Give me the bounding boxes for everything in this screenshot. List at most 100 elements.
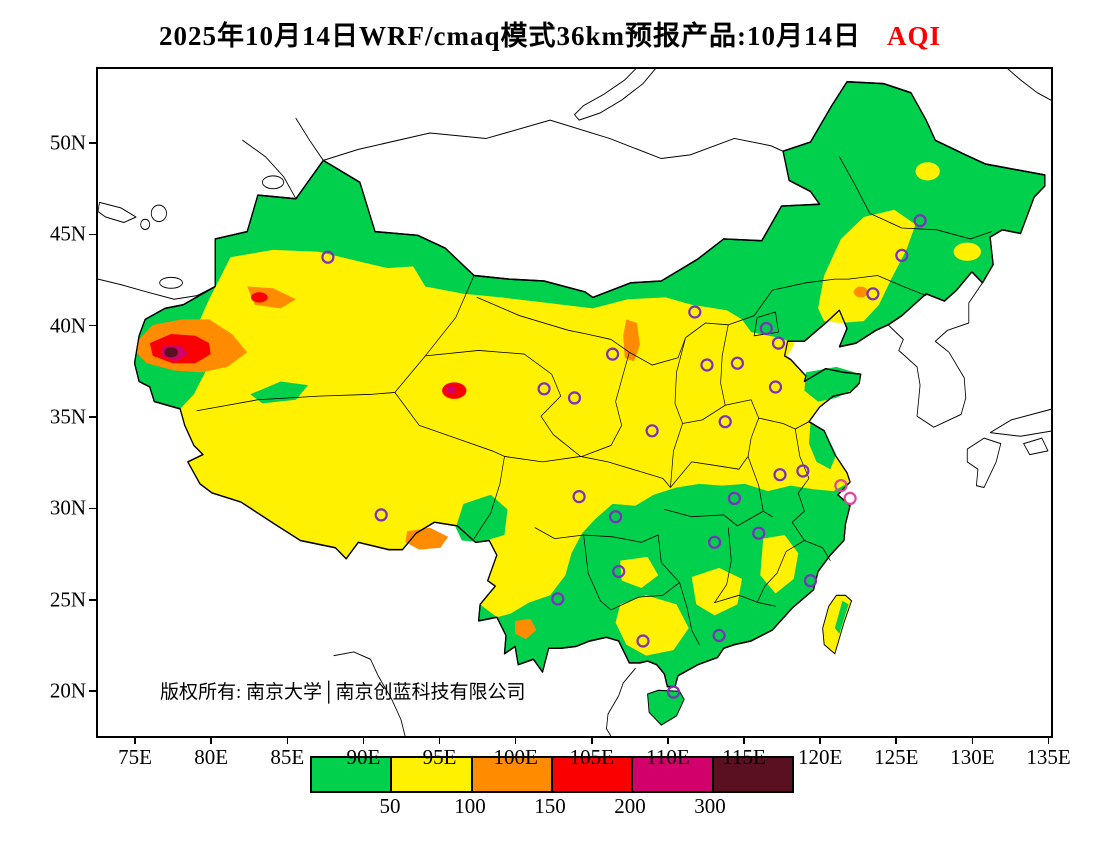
city-marker: [537, 382, 551, 396]
yellow-region-main: [180, 249, 861, 618]
lon-tick-label: 115E: [722, 745, 766, 769]
lon-tick: [134, 737, 136, 744]
city-marker-highlight: [834, 479, 848, 493]
city-marker: [572, 490, 586, 504]
lon-tick: [362, 737, 365, 744]
legend-labels: 50 100 150 200 300: [310, 794, 790, 820]
lat-tick: [89, 599, 96, 601]
title-text: 2025年10月14日WRF/cmaq模式36km预报产品:10月14日: [159, 21, 861, 51]
lon-tick: [743, 737, 745, 744]
city-marker: [771, 336, 786, 350]
lon-tick-label: 105E: [569, 745, 614, 769]
lon-tick-label: 130E: [950, 745, 995, 769]
city-marker: [645, 424, 659, 438]
vietnam-coastline: [606, 667, 636, 736]
okhotsk-coastline: [1007, 69, 1051, 101]
province-borders: [196, 156, 992, 646]
city-marker: [759, 321, 773, 336]
red-region-tarim: [250, 292, 268, 303]
city-marker: [612, 564, 626, 579]
lake-sasykkol: [140, 218, 151, 230]
city-marker: [605, 347, 620, 361]
city-marker: [321, 250, 335, 264]
city-marker: [913, 214, 927, 228]
mongolia-russia-border: [322, 119, 784, 161]
kazakhstan-russia-border: [242, 117, 324, 200]
city-marker: [551, 592, 565, 606]
city-marker: [712, 628, 726, 643]
lon-tick-label: 135E: [1026, 745, 1071, 769]
page-title: 2025年10月14日WRF/cmaq模式36km预报产品:10月14日 AQI: [0, 14, 1100, 53]
lon-tick: [667, 737, 669, 744]
lat-tick-label: 45N: [49, 221, 86, 246]
plot-frame: 版权所有: 南京大学│南京创蓝科技有限公司: [96, 67, 1053, 738]
lon-tick-label: 100E: [493, 745, 538, 769]
lon-tick: [514, 737, 517, 744]
lon-tick-label: 85E: [270, 745, 305, 769]
lat-tick-label: 20N: [49, 678, 86, 703]
legend-tick-label: 200: [614, 794, 646, 818]
city-marker: [567, 391, 582, 405]
legend-swatch: [312, 758, 393, 791]
orange-region-tarim-streak: [247, 286, 296, 309]
yellow-patch-guangdong-north: [691, 567, 742, 616]
lon-tick-label: 90E: [346, 745, 381, 769]
magenta-region-qaidam: [446, 386, 457, 394]
lon-tick: [591, 737, 593, 744]
city-marker: [730, 356, 745, 370]
city-marker: [773, 468, 787, 482]
city-marker: [374, 508, 388, 522]
yellow-patch-guangxi: [615, 595, 689, 656]
lake-alakol: [150, 204, 167, 223]
hainan-island: [647, 689, 685, 726]
city-marker: [718, 415, 732, 429]
lat-tick-label: 40N: [49, 313, 86, 338]
china-aqi-map: [98, 69, 1051, 736]
city-marker: [803, 574, 818, 588]
japan-honshu-coastline: [989, 408, 1051, 437]
taiwan-east-green: [834, 600, 849, 634]
legend-tick-label: 100: [454, 794, 486, 818]
kazakhstan-kyrgyzstan-border: [98, 278, 216, 300]
legend-swatch: [633, 758, 714, 791]
legend-swatch: [713, 758, 792, 791]
city-markers-layer: [321, 214, 927, 699]
copyright-text: 版权所有: 南京大学│南京创蓝科技有限公司: [160, 682, 526, 703]
lat-tick: [89, 233, 96, 236]
lon-tick-label: 95E: [422, 745, 457, 769]
lake-baikal: [574, 69, 656, 121]
city-marker: [866, 287, 880, 301]
city-marker: [727, 491, 742, 505]
yellow-patch-jilin-east: [953, 242, 981, 261]
lon-tick: [438, 737, 441, 744]
city-marker: [636, 634, 650, 648]
lat-tick: [89, 142, 96, 144]
bangladesh-myanmar-coastline: [333, 651, 406, 736]
legend-tick-label: 150: [534, 794, 566, 818]
lon-tick: [971, 737, 974, 744]
lake-issyk-kul: [159, 276, 183, 289]
legend-swatch: [552, 758, 634, 791]
lat-tick-label: 30N: [49, 495, 86, 520]
legend-swatch: [392, 758, 473, 791]
lon-tick: [1047, 737, 1050, 744]
japan-kyushu-coastline: [966, 437, 1002, 488]
background-geography: [98, 69, 1051, 736]
lat-tick-label: 50N: [49, 130, 86, 155]
lon-tick-label: 120E: [797, 745, 843, 769]
lat-tick: [89, 690, 96, 692]
title-pollutant: AQI: [886, 21, 941, 51]
legend-tick-label: 50: [379, 794, 401, 818]
lat-tick: [89, 416, 96, 418]
yellow-patch-guizhou: [620, 556, 659, 588]
lat-tick: [89, 324, 96, 327]
legend-swatch: [472, 758, 553, 791]
lat-tick-label: 35N: [49, 404, 86, 429]
orange-region-liaoning: [853, 286, 868, 298]
city-marker: [707, 535, 722, 549]
lat-tick-label: 25N: [49, 587, 86, 612]
legend-tick-label: 300: [694, 794, 726, 818]
lake-balkhash: [98, 201, 137, 224]
japan-shikoku-coastline: [1023, 437, 1049, 456]
